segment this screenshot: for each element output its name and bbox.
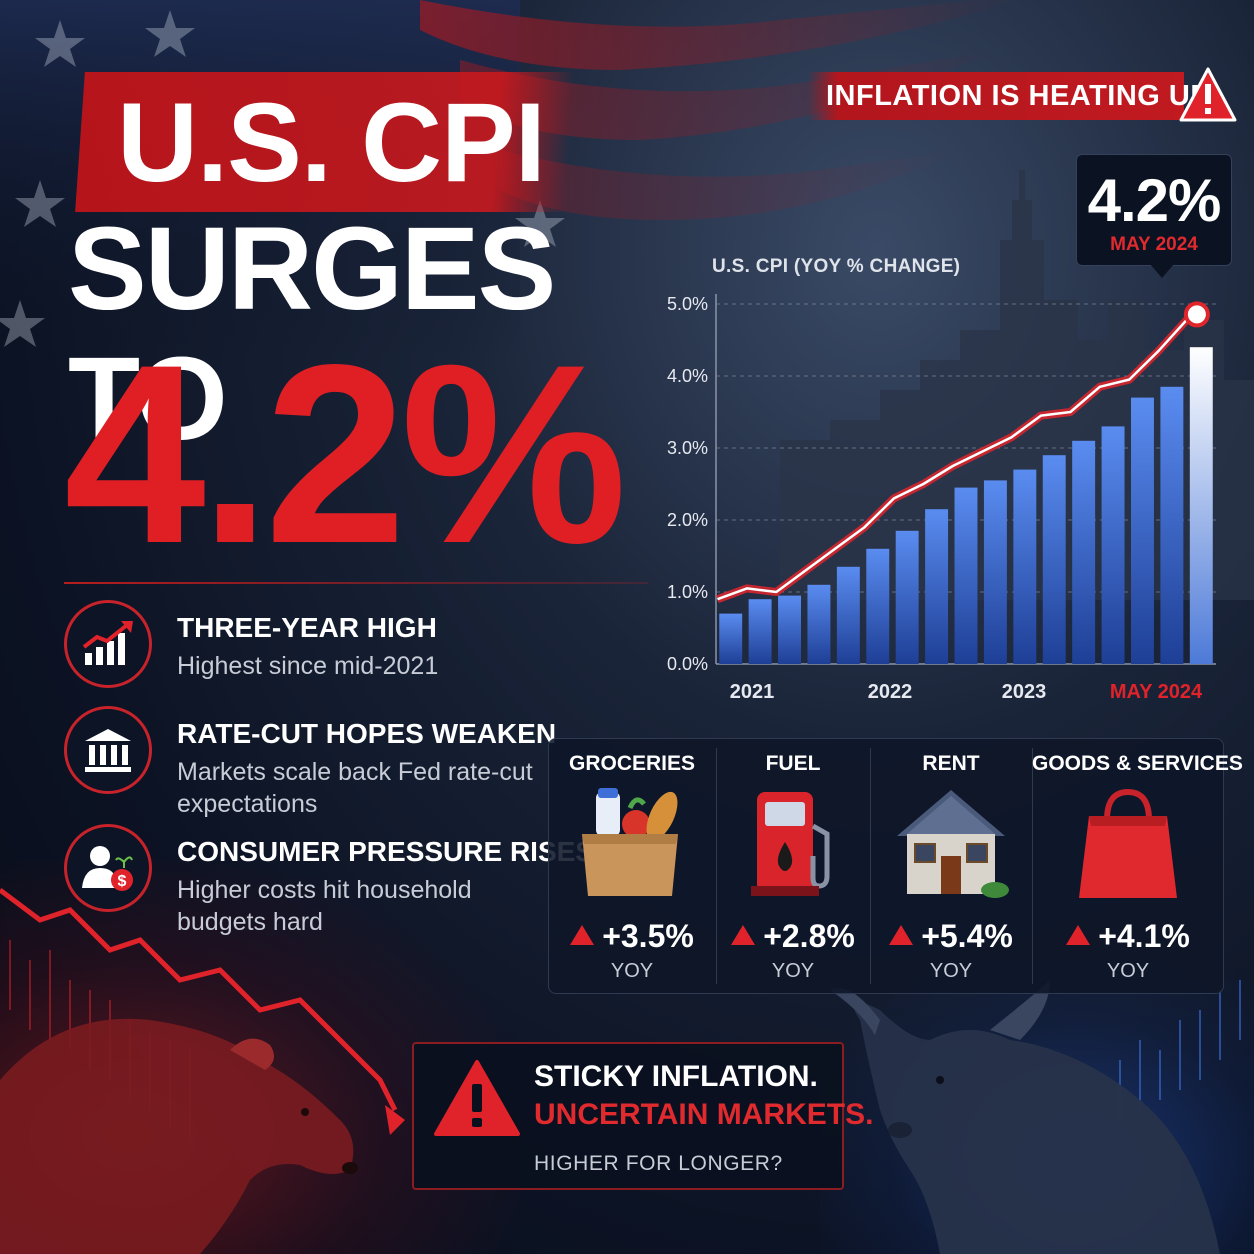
warning-triangle-icon: [434, 1060, 520, 1136]
warning-triangle-icon: [1179, 67, 1237, 122]
warning-line-3: HIGHER FOR LONGER?: [534, 1152, 783, 1175]
svg-text:$: $: [118, 873, 127, 890]
bar: [778, 595, 801, 664]
bar: [895, 530, 919, 664]
callout-date: MAY 2024: [1110, 234, 1198, 255]
y-tick-label: 0.0%: [667, 654, 708, 674]
bull-market-illustration: [830, 980, 1241, 1254]
headline-divider: [64, 582, 648, 584]
category-rent: RENT +5.4% YOY: [870, 738, 1032, 994]
highlight-point: [1183, 301, 1210, 328]
bullet-title: RATE-CUT HOPES WEAKEN: [177, 718, 557, 749]
category-fuel: FUEL +2.8% YOY: [716, 738, 870, 994]
alert-banner-text: INFLATION IS HEATING UP: [826, 80, 1211, 112]
category-change: +3.5%: [548, 918, 716, 955]
category-name: RENT: [922, 752, 980, 775]
up-triangle-icon: [731, 925, 756, 945]
consumer-dollar-icon: $: [64, 824, 152, 912]
shopping-bag-icon: [1079, 788, 1177, 898]
bar: [983, 480, 1007, 664]
alert-banner: [808, 72, 1184, 120]
fuel-pump-icon: [751, 792, 830, 896]
bank-building-icon: [64, 706, 152, 794]
bar: [1101, 426, 1125, 664]
up-triangle-icon: [1066, 925, 1091, 945]
warning-line-2: UNCERTAIN MARKETS.: [534, 1098, 874, 1131]
bullet-description: Markets scale back Fed rate-cut expectat…: [177, 758, 533, 818]
category-period: YOY: [610, 960, 654, 982]
category-name: FUEL: [765, 752, 821, 775]
y-tick-label: 4.0%: [667, 366, 708, 386]
callout-pointer: [1150, 264, 1174, 278]
category-goods-services: GOODS & SERVICES +4.1% YOY: [1032, 738, 1243, 994]
y-tick-label: 5.0%: [667, 294, 708, 314]
rising-bar-chart-icon: [64, 600, 152, 688]
category-name: GROCERIES: [568, 752, 696, 775]
bar: [866, 548, 890, 664]
category-change-value: +3.5%: [602, 918, 694, 954]
up-triangle-icon: [570, 925, 595, 945]
bar: [719, 613, 743, 664]
cpi-bar-chart: 0.0% 1.0% 2.0% 3.0% 4.0% 5.0% 2021 2022 2023 MAY …: [667, 294, 1216, 703]
bullet-description: Higher costs hit household budgets hard: [177, 876, 472, 936]
category-change-value: +2.8%: [763, 918, 855, 954]
headline-line-1: U.S. CPI: [117, 80, 546, 205]
bar: [925, 509, 949, 664]
bullet-title: THREE-YEAR HIGH: [177, 612, 437, 643]
headline-line-2: SURGES TO: [68, 203, 556, 465]
x-tick-label: 2022: [868, 681, 913, 703]
category-change: +5.4%: [870, 918, 1032, 955]
y-tick-label: 2.0%: [667, 510, 708, 530]
bear-market-illustration: [0, 888, 405, 1254]
category-period: YOY: [771, 960, 815, 982]
callout-value: 4.2%: [1087, 167, 1222, 234]
house-icon: [897, 790, 1009, 898]
bar: [1131, 397, 1154, 664]
bar: [1160, 386, 1184, 664]
bar: [1042, 455, 1066, 664]
bullet-description: Highest since mid-2021: [177, 652, 439, 680]
y-tick-label: 3.0%: [667, 438, 708, 458]
up-triangle-icon: [889, 925, 914, 945]
category-period: YOY: [929, 960, 973, 982]
x-tick-label: MAY 2024: [1110, 681, 1203, 703]
category-period: YOY: [1106, 960, 1150, 982]
chart-title: U.S. CPI (YOY % CHANGE): [712, 256, 961, 277]
category-change-value: +4.1%: [1098, 918, 1190, 954]
category-groceries: GROCERIES +3.5% YOY: [548, 738, 716, 994]
category-separator: [716, 748, 717, 984]
bar: [1013, 469, 1037, 664]
bar: [748, 599, 772, 664]
warning-line-1: STICKY INFLATION.: [534, 1060, 818, 1093]
y-tick-label: 1.0%: [667, 582, 708, 602]
bar: [1189, 347, 1213, 664]
grocery-bag-icon: [582, 788, 678, 896]
bar: [1072, 440, 1096, 664]
category-change: +2.8%: [716, 918, 870, 955]
bar: [807, 584, 831, 664]
headline-value: 4.2%: [64, 312, 627, 597]
category-name: GOODS & SERVICES: [1032, 752, 1243, 775]
x-tick-label: 2021: [730, 681, 775, 703]
bar: [836, 566, 860, 664]
category-separator: [1032, 748, 1033, 984]
trend-line: [717, 317, 1189, 601]
category-change: +4.1%: [1032, 918, 1224, 955]
category-change-value: +5.4%: [921, 918, 1013, 954]
bullet-title: CONSUMER PRESSURE RISES: [177, 836, 594, 867]
x-tick-label: 2023: [1002, 681, 1047, 703]
category-separator: [870, 748, 871, 984]
bar: [954, 487, 978, 664]
